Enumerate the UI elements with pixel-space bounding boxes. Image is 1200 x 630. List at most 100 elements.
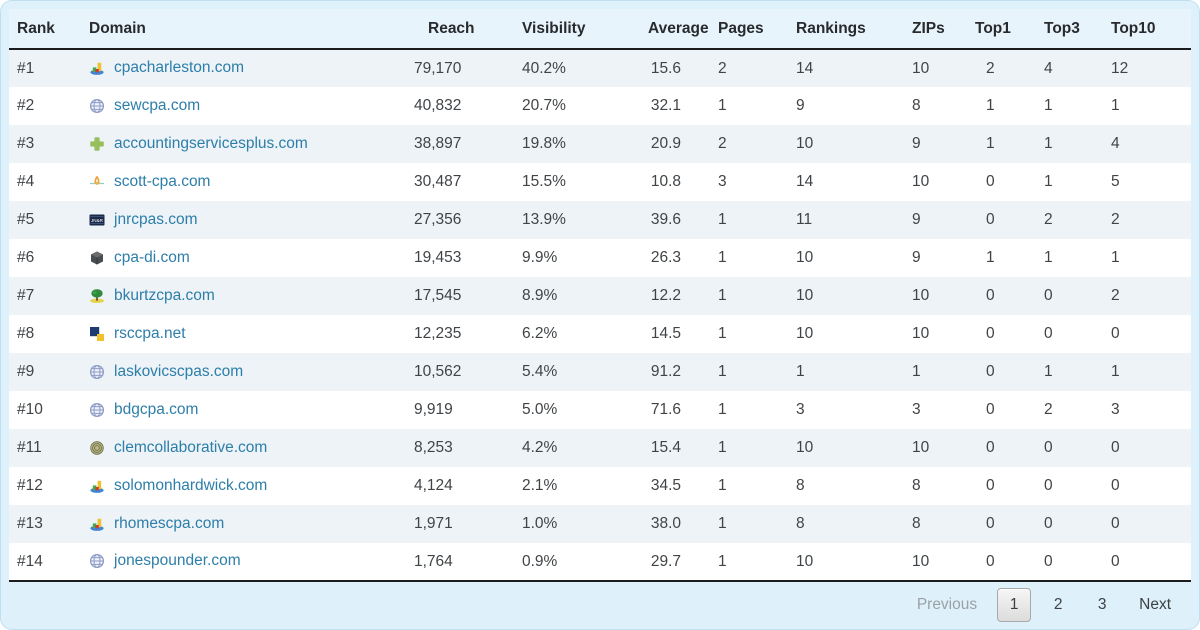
top10-cell: 3	[1111, 401, 1120, 418]
domain-link[interactable]: cpacharleston.com	[114, 59, 245, 77]
top1-cell: 0	[986, 211, 995, 228]
rank-cell: #5	[17, 211, 35, 228]
domain-link[interactable]: sewcpa.com	[114, 96, 201, 114]
chart-3d-favicon-icon	[89, 60, 105, 76]
pages-cell: 1	[718, 401, 727, 418]
table-row: #13 rhomescpa.com 1,971 1.0% 38.0 1 8 8 0 0 0	[9, 505, 1191, 543]
top3-cell: 0	[1044, 515, 1053, 532]
table-body: #1 cpacharleston.com 79,170 40.2% 15.6 2 14 10 2…	[9, 49, 1191, 582]
chart-3d-favicon-icon	[89, 478, 105, 494]
rank-cell: #6	[17, 249, 35, 266]
column-header-top10: Top10	[1111, 9, 1191, 50]
chart-3d-favicon-icon	[89, 516, 105, 532]
domain-cell: cpacharleston.com	[89, 49, 414, 87]
visibility-cell: 5.4%	[522, 363, 558, 380]
zips-cell: 9	[912, 211, 921, 228]
top3-cell: 2	[1044, 401, 1053, 418]
zips-cell: 9	[912, 249, 921, 266]
visibility-cell: 40.2%	[522, 59, 566, 77]
domain-link[interactable]: laskovicscpas.com	[114, 362, 244, 380]
domain-link[interactable]: bkurtzcpa.com	[114, 286, 215, 304]
column-header-rankings: Rankings	[796, 9, 912, 50]
zips-cell: 3	[912, 401, 921, 418]
top1-cell: 0	[986, 287, 995, 304]
reach-cell: 79,170	[414, 59, 462, 77]
rankings-cell: 10	[796, 287, 814, 304]
rankings-cell: 8	[796, 515, 805, 532]
column-header-pages: Pages	[718, 9, 796, 50]
top3-cell: 4	[1044, 59, 1053, 77]
top1-cell: 0	[986, 173, 995, 190]
domain-link[interactable]: bdgcpa.com	[114, 400, 199, 418]
rankings-cell: 8	[796, 477, 805, 494]
table-row: #4 scott-cpa.com 30,487 15.5% 10.8 3 14 10 0 1 5	[9, 163, 1191, 201]
globe-favicon-icon	[89, 98, 105, 114]
pagination-page-2-button[interactable]: 2	[1053, 596, 1063, 613]
domain-link[interactable]: clemcollaborative.com	[114, 438, 268, 456]
table-row: #5 JN&R jnrcpas.com 27,356 13.9% 39.6 1 11 9 0 2 2	[9, 201, 1191, 239]
domain-link[interactable]: accountingservicesplus.com	[114, 134, 308, 152]
average-cell: 15.6	[650, 59, 681, 77]
top3-cell: 1	[1044, 173, 1053, 190]
pagination-page-3-button[interactable]: 3	[1097, 596, 1107, 613]
domain-cell: rsccpa.net	[89, 315, 414, 353]
visibility-cell: 8.9%	[522, 287, 558, 304]
zips-cell: 9	[912, 135, 921, 152]
domain-link[interactable]: solomonhardwick.com	[114, 476, 268, 494]
zips-cell: 10	[912, 287, 930, 304]
zips-cell: 8	[912, 515, 921, 532]
top3-cell: 1	[1044, 363, 1053, 380]
top10-cell: 0	[1111, 477, 1120, 494]
visibility-cell: 20.7%	[522, 97, 566, 114]
reach-cell: 17,545	[414, 287, 462, 304]
domain-link[interactable]: cpa-di.com	[114, 248, 190, 266]
column-header-top3: Top3	[1044, 9, 1111, 50]
domain-cell: scott-cpa.com	[89, 163, 414, 201]
rank-cell: #3	[17, 135, 35, 152]
domain-link[interactable]: jonespounder.com	[114, 552, 241, 570]
reach-cell: 19,453	[414, 249, 462, 266]
top3-cell: 2	[1044, 211, 1053, 228]
average-cell: 15.4	[650, 439, 681, 456]
average-cell: 38.0	[650, 515, 681, 532]
reach-cell: 27,356	[414, 211, 462, 228]
visibility-cell: 9.9%	[522, 249, 558, 266]
visibility-cell: 0.9%	[522, 543, 648, 582]
rank-cell: #4	[17, 173, 35, 190]
zips-cell: 8	[912, 477, 921, 494]
pagination-previous-button[interactable]: Previous	[916, 596, 978, 613]
domain-link[interactable]: rsccpa.net	[114, 324, 186, 342]
average-cell: 32.1	[650, 97, 681, 114]
top10-cell: 2	[1111, 287, 1120, 304]
domain-link[interactable]: jnrcpas.com	[114, 210, 198, 228]
reach-cell: 9,919	[414, 401, 453, 418]
pagination-next-button[interactable]: Next	[1139, 596, 1171, 613]
average-cell: 29.7	[648, 543, 718, 582]
reach-cell: 8,253	[414, 439, 453, 456]
pagination-page-1-button[interactable]: 1	[997, 588, 1032, 622]
reach-cell: 1,971	[414, 515, 453, 532]
zips-cell: 8	[912, 97, 921, 114]
globe-favicon-icon	[89, 364, 105, 380]
zips-cell: 10	[912, 325, 930, 342]
average-cell: 26.3	[650, 249, 681, 266]
top10-cell: 2	[1111, 211, 1120, 228]
pagination-pages: 1 2 3	[997, 588, 1119, 622]
pages-cell: 1	[718, 211, 727, 228]
domain-link[interactable]: rhomescpa.com	[114, 514, 225, 532]
top1-cell: 1	[986, 249, 995, 266]
zips-cell: 10	[912, 543, 975, 582]
visibility-cell: 1.0%	[522, 515, 558, 532]
top3-cell: 0	[1044, 439, 1053, 456]
domain-cell: cpa-di.com	[89, 239, 414, 277]
rankings-cell: 10	[796, 325, 814, 342]
visibility-cell: 4.2%	[522, 439, 558, 456]
average-cell: 12.2	[650, 287, 681, 304]
pages-cell: 1	[718, 287, 727, 304]
domain-cell: clemcollaborative.com	[89, 429, 414, 467]
table-wrap: Rank Domain Reach Visibility Average Pages Ran…	[9, 9, 1191, 582]
table-row: #3 accountingservicesplus.com 38,897 19.8% 2…	[9, 125, 1191, 163]
domain-link[interactable]: scott-cpa.com	[114, 172, 211, 190]
top1-cell: 1	[986, 97, 995, 114]
